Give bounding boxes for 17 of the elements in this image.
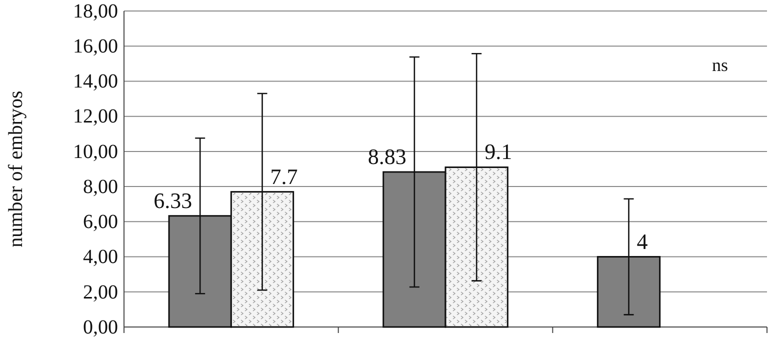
y-axis-title: number of embryos [5, 90, 27, 248]
data-label: 4 [636, 228, 648, 254]
data-label: 9.1 [484, 139, 512, 164]
y-tick-label: 14,00 [73, 70, 118, 93]
y-tick-label: 2,00 [83, 281, 118, 304]
annotation: ns [712, 55, 728, 75]
y-tick-label: 4,00 [83, 246, 118, 268]
data-label: 6.33 [154, 188, 192, 213]
y-tick-label: 16,00 [73, 36, 118, 58]
y-tick-label: 12,00 [73, 106, 118, 128]
y-tick-label: 0,00 [83, 316, 118, 338]
y-tick-label: 18,00 [73, 0, 118, 22]
data-label: 7.7 [270, 164, 298, 189]
y-tick-label: 6,00 [83, 211, 118, 234]
data-label: 8.83 [368, 144, 406, 169]
y-tick-label: 8,00 [83, 176, 118, 198]
y-tick-label: 10,00 [73, 140, 118, 163]
